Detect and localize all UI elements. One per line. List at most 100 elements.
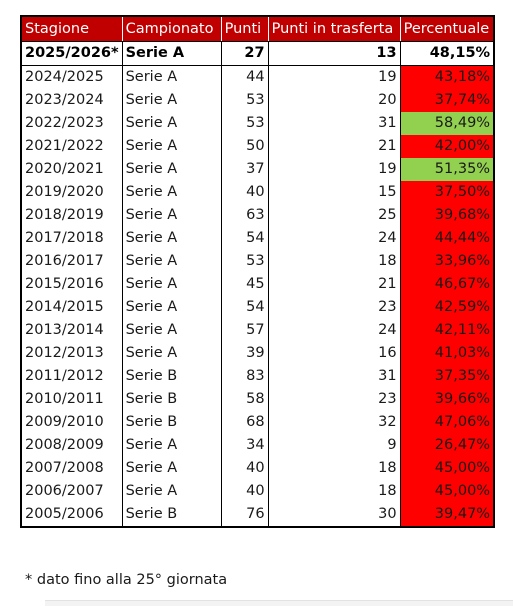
cell-punti-trasferta: 21: [267, 135, 401, 158]
table-header-row: Stagione Campionato Punti Punti in trasf…: [20, 16, 495, 42]
cell-percentuale: 39,47%: [399, 503, 495, 527]
cell-punti-trasferta: 23: [267, 388, 401, 411]
cell-punti: 57: [220, 319, 269, 342]
footnote: * dato fino alla 25° giornata: [25, 572, 228, 588]
cell-punti: 68: [220, 411, 269, 434]
cell-stagione: 2015/2016: [20, 273, 123, 296]
cell-punti-trasferta: 30: [267, 503, 401, 527]
cell-campionato: Serie A: [121, 457, 222, 480]
cell-stagione: 2018/2019: [20, 204, 123, 227]
header-punti: Punti: [220, 16, 269, 42]
cell-percentuale: 42,59%: [399, 296, 495, 319]
table-row: 2018/2019 Serie A 63 25 39,68%: [20, 204, 495, 227]
table-row: 2024/2025 Serie A 44 19 43,18%: [20, 65, 495, 89]
cell-punti: 53: [220, 89, 269, 112]
cell-percentuale: 37,50%: [399, 181, 495, 204]
cell-campionato: Serie B: [121, 365, 222, 388]
cell-punti: 44: [220, 65, 269, 89]
header-campionato: Campionato: [121, 16, 222, 42]
cell-campionato: Serie A: [121, 89, 222, 112]
cell-stagione: 2012/2013: [20, 342, 123, 365]
cell-punti: 40: [220, 480, 269, 503]
cell-punti: 45: [220, 273, 269, 296]
cell-stagione: 2021/2022: [20, 135, 123, 158]
cell-campionato: Serie A: [121, 135, 222, 158]
cell-punti-trasferta: 32: [267, 411, 401, 434]
table-row: 2009/2010 Serie B 68 32 47,06%: [20, 411, 495, 434]
cell-percentuale: 41,03%: [399, 342, 495, 365]
cell-stagione: 2008/2009: [20, 434, 123, 457]
cell-punti-trasferta: 18: [267, 250, 401, 273]
cell-campionato: Serie A: [121, 434, 222, 457]
cell-percentuale: 46,67%: [399, 273, 495, 296]
table-row: 2015/2016 Serie A 45 21 46,67%: [20, 273, 495, 296]
cell-campionato: Serie A: [121, 227, 222, 250]
cell-punti-trasferta: 18: [267, 480, 401, 503]
cell-punti: 53: [220, 250, 269, 273]
cell-stagione: 2023/2024: [20, 89, 123, 112]
cell-stagione: 2019/2020: [20, 181, 123, 204]
cell-punti-trasferta: 15: [267, 181, 401, 204]
cell-punti-trasferta: 24: [267, 227, 401, 250]
cell-punti-trasferta: 9: [267, 434, 401, 457]
cell-stagione: 2006/2007: [20, 480, 123, 503]
cell-stagione: 2011/2012: [20, 365, 123, 388]
cell-punti: 83: [220, 365, 269, 388]
cell-campionato: Serie B: [121, 503, 222, 527]
cell-percentuale: 45,00%: [399, 457, 495, 480]
header-stagione: Stagione: [20, 16, 123, 42]
cell-stagione: 2016/2017: [20, 250, 123, 273]
cell-punti-trasferta: 19: [267, 65, 401, 89]
cell-stagione: 2022/2023: [20, 112, 123, 135]
header-punti-trasferta: Punti in trasferta: [267, 16, 401, 42]
cell-punti-trasferta: 21: [267, 273, 401, 296]
table-row: 2022/2023 Serie A 53 31 58,49%: [20, 112, 495, 135]
cell-punti: 50: [220, 135, 269, 158]
bottom-bar: [45, 600, 513, 606]
cell-punti: 53: [220, 112, 269, 135]
table-row: 2013/2014 Serie A 57 24 42,11%: [20, 319, 495, 342]
table-row: 2011/2012 Serie B 83 31 37,35%: [20, 365, 495, 388]
cell-punti-trasferta: 31: [267, 112, 401, 135]
cell-campionato: Serie A: [121, 41, 222, 66]
table-row: 2014/2015 Serie A 54 23 42,59%: [20, 296, 495, 319]
header-percentuale: Percentuale: [399, 16, 495, 42]
cell-percentuale: 39,68%: [399, 204, 495, 227]
table-row: 2016/2017 Serie A 53 18 33,96%: [20, 250, 495, 273]
cell-punti-trasferta: 20: [267, 89, 401, 112]
cell-campionato: Serie A: [121, 204, 222, 227]
cell-campionato: Serie A: [121, 480, 222, 503]
cell-percentuale: 37,35%: [399, 365, 495, 388]
away-points-table: Stagione Campionato Punti Punti in trasf…: [20, 15, 496, 528]
table-row: 2020/2021 Serie A 37 19 51,35%: [20, 158, 495, 181]
table-row: 2006/2007 Serie A 40 18 45,00%: [20, 480, 495, 503]
cell-punti: 54: [220, 227, 269, 250]
cell-campionato: Serie A: [121, 158, 222, 181]
cell-campionato: Serie A: [121, 273, 222, 296]
cell-percentuale: 26,47%: [399, 434, 495, 457]
cell-punti-trasferta: 24: [267, 319, 401, 342]
cell-percentuale: 43,18%: [399, 65, 495, 89]
cell-stagione: 2017/2018: [20, 227, 123, 250]
cell-punti: 58: [220, 388, 269, 411]
table-row: 2023/2024 Serie A 53 20 37,74%: [20, 89, 495, 112]
cell-percentuale: 48,15%: [399, 41, 495, 66]
cell-punti: 27: [220, 41, 269, 66]
cell-punti: 40: [220, 181, 269, 204]
cell-punti-trasferta: 31: [267, 365, 401, 388]
cell-stagione: 2009/2010: [20, 411, 123, 434]
cell-punti: 40: [220, 457, 269, 480]
cell-stagione: 2025/2026*: [20, 41, 123, 66]
cell-stagione: 2024/2025: [20, 65, 123, 89]
cell-percentuale: 37,74%: [399, 89, 495, 112]
table-row: 2005/2006 Serie B 76 30 39,47%: [20, 503, 495, 527]
cell-percentuale: 44,44%: [399, 227, 495, 250]
table-row: 2021/2022 Serie A 50 21 42,00%: [20, 135, 495, 158]
cell-punti-trasferta: 16: [267, 342, 401, 365]
cell-stagione: 2010/2011: [20, 388, 123, 411]
cell-punti-trasferta: 25: [267, 204, 401, 227]
cell-percentuale: 45,00%: [399, 480, 495, 503]
cell-campionato: Serie A: [121, 181, 222, 204]
cell-percentuale: 33,96%: [399, 250, 495, 273]
cell-stagione: 2014/2015: [20, 296, 123, 319]
